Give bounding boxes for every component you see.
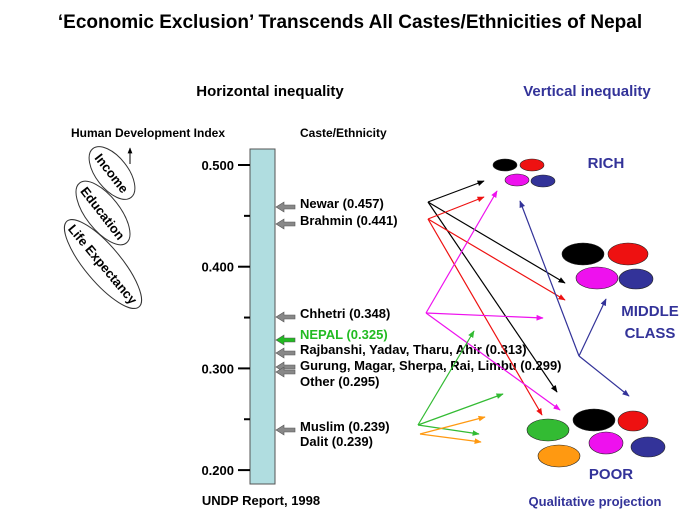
tick-label: 0.300 (201, 361, 234, 376)
group-label: Dalit (0.239) (300, 434, 373, 449)
poor-label: POOR (589, 466, 633, 483)
arrow-muslim-poor (417, 424, 480, 436)
arrow-chhetri-rich (425, 190, 498, 314)
hdi-axis: 0.500 0.400 0.300 0.200 (201, 158, 250, 478)
middle-label-2: CLASS (625, 325, 676, 342)
tick-label: 0.200 (201, 463, 234, 478)
group-label: Muslim (0.239) (300, 419, 390, 434)
horizontal-heading: Horizontal inequality (196, 83, 344, 100)
pointer-arrow-icon (275, 311, 296, 323)
arrow-brahmin-middle (427, 218, 566, 301)
pointer-arrow-icon (275, 334, 296, 346)
arrow-other-middle (578, 298, 607, 357)
tick-label: 0.400 (201, 260, 234, 275)
arrow-newar-rich (427, 180, 485, 203)
poor-cluster (526, 408, 666, 468)
pointer-arrow-icon (275, 424, 296, 436)
arrow-muslim-mid (417, 393, 504, 426)
hdi-bar (249, 148, 276, 485)
arrow-chhetri-poor (425, 312, 561, 411)
group-label: Chhetri (0.348) (300, 306, 390, 321)
rich-cluster (492, 158, 556, 188)
slide-title: ‘Economic Exclusion’ Transcends All Cast… (58, 12, 642, 33)
source-note: UNDP Report, 1998 (202, 493, 320, 508)
vertical-heading: Vertical inequality (523, 83, 651, 100)
flow-arrows (417, 180, 630, 445)
group-labels: Newar (0.457) Brahmin (0.441) Chhetri (0.3… (275, 196, 562, 449)
tick-label: 0.500 (201, 158, 234, 173)
arrow-dalit-up (419, 415, 486, 435)
group-label: Newar (0.457) (300, 196, 384, 211)
pointer-arrow-icon (275, 366, 296, 378)
svg-text:Life Expectancy: Life Expectancy (65, 222, 141, 308)
arrow-muslim-up (417, 330, 475, 426)
arrow-newar-middle (427, 201, 566, 284)
svg-text:Income: Income (92, 151, 132, 196)
pointer-arrow-icon (275, 218, 296, 230)
pointer-arrow-icon (275, 347, 296, 359)
rich-label: RICH (588, 155, 625, 172)
arrow-other-rich (519, 200, 580, 357)
middle-label-1: MIDDLE (621, 303, 679, 320)
hdi-label: Human Development Index (71, 126, 225, 140)
caste-heading: Caste/Ethnicity (300, 126, 387, 140)
group-label: NEPAL (0.325) (300, 327, 388, 342)
group-label: Gurung, Magar, Sherpa, Rai, Limbu (0.299… (300, 358, 562, 373)
arrow-other-poor (578, 355, 630, 397)
group-label: Brahmin (0.441) (300, 213, 398, 228)
arrow-brahmin-rich (427, 196, 485, 220)
arrow-chhetri-middle (425, 312, 544, 321)
projection-note: Qualitative projection (529, 494, 662, 509)
middle-cluster (561, 242, 654, 290)
group-label: Rajbanshi, Yadav, Tharu, Ahir (0.313) (300, 342, 527, 357)
arrow-newar-poor (427, 201, 558, 393)
arrow-dalit-poor (419, 433, 482, 445)
pointer-arrow-icon (275, 201, 296, 213)
arrow-brahmin-poor (427, 218, 543, 416)
group-label: Other (0.295) (300, 374, 379, 389)
